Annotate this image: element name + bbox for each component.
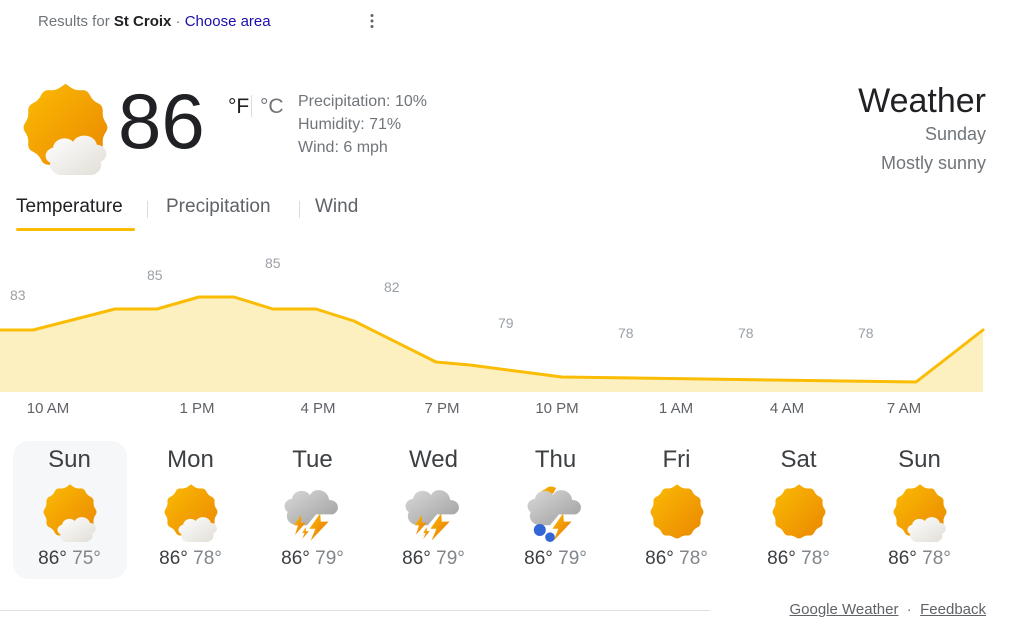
svg-text:1 AM: 1 AM — [659, 400, 693, 417]
svg-text:4 PM: 4 PM — [300, 400, 335, 417]
svg-text:7 PM: 7 PM — [424, 400, 459, 417]
svg-text:7 AM: 7 AM — [887, 400, 921, 417]
svg-text:78: 78 — [738, 325, 754, 341]
svg-text:10 AM: 10 AM — [27, 400, 70, 417]
svg-text:85: 85 — [265, 255, 281, 271]
svg-text:82: 82 — [384, 279, 400, 295]
svg-text:85: 85 — [147, 267, 163, 283]
svg-text:83: 83 — [10, 287, 26, 303]
svg-text:4 AM: 4 AM — [770, 400, 804, 417]
svg-text:10 PM: 10 PM — [535, 400, 578, 417]
svg-text:78: 78 — [618, 325, 634, 341]
svg-text:78: 78 — [858, 325, 874, 341]
svg-text:1 PM: 1 PM — [179, 400, 214, 417]
svg-text:79: 79 — [498, 315, 514, 331]
